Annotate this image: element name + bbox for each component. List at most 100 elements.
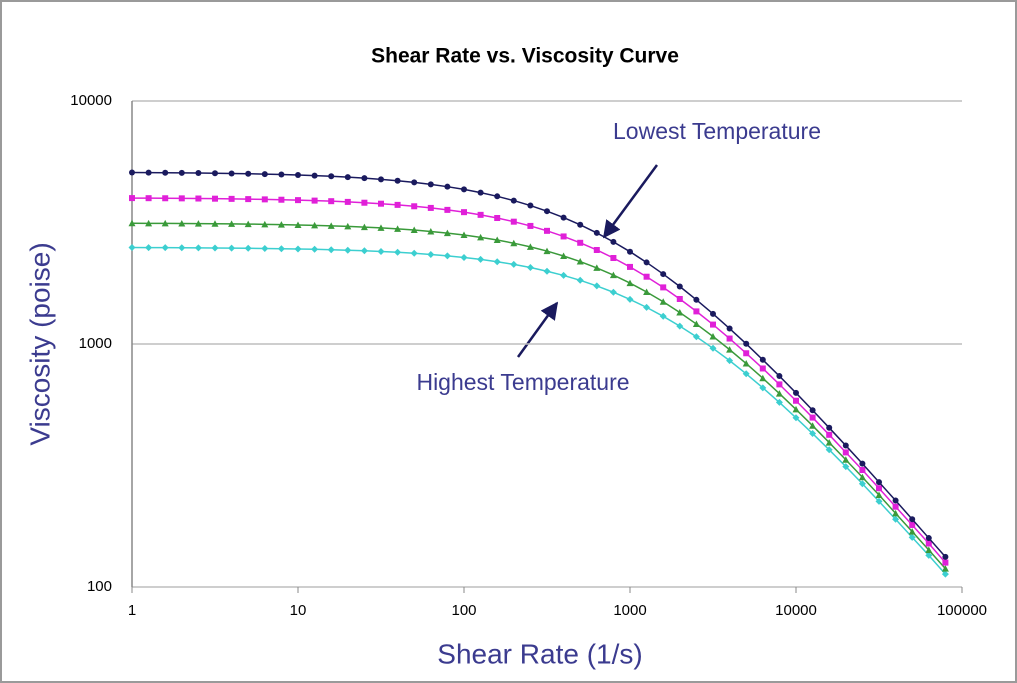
- marker: [161, 219, 169, 227]
- marker: [576, 258, 584, 265]
- marker: [527, 222, 534, 229]
- marker: [709, 332, 717, 340]
- marker: [693, 308, 700, 315]
- y-tick-label: 10000: [70, 92, 112, 109]
- marker: [477, 211, 484, 218]
- marker: [709, 344, 717, 352]
- marker: [211, 195, 218, 202]
- marker: [842, 463, 850, 471]
- marker: [775, 398, 783, 406]
- marker: [560, 252, 568, 260]
- x-tick-label: 1000: [613, 602, 646, 619]
- marker: [460, 253, 468, 261]
- x-tick-label: 10000: [775, 602, 817, 619]
- marker: [162, 169, 169, 176]
- marker: [526, 243, 534, 250]
- marker: [610, 238, 617, 245]
- marker: [244, 244, 252, 252]
- marker: [178, 219, 186, 227]
- marker: [609, 288, 617, 296]
- marker: [909, 521, 916, 528]
- marker: [543, 227, 550, 234]
- marker: [443, 229, 451, 237]
- marker: [593, 264, 601, 271]
- marker: [477, 255, 485, 263]
- marker: [461, 186, 467, 193]
- marker: [759, 356, 766, 363]
- marker: [892, 515, 900, 523]
- marker: [194, 244, 202, 252]
- marker: [178, 244, 186, 252]
- marker: [659, 298, 667, 305]
- marker: [643, 288, 651, 295]
- marker: [178, 195, 185, 202]
- marker: [211, 170, 218, 177]
- marker: [892, 509, 900, 517]
- marker: [925, 546, 933, 553]
- marker: [726, 325, 733, 332]
- marker: [344, 222, 352, 230]
- marker: [493, 258, 501, 266]
- marker: [676, 295, 683, 302]
- x-tick-label: 1: [128, 602, 136, 619]
- marker: [941, 570, 949, 578]
- marker: [842, 442, 849, 449]
- marker: [676, 322, 684, 330]
- marker: [261, 220, 269, 228]
- marker: [195, 195, 202, 202]
- marker: [361, 199, 368, 206]
- marker: [875, 497, 883, 505]
- marker: [311, 245, 319, 253]
- marker: [576, 276, 584, 284]
- marker: [278, 171, 285, 178]
- marker: [278, 196, 285, 203]
- marker: [626, 295, 634, 303]
- marker: [759, 365, 766, 372]
- marker: [627, 263, 633, 270]
- marker: [692, 333, 700, 341]
- marker: [776, 381, 783, 388]
- marker: [577, 221, 584, 228]
- marker: [925, 540, 932, 547]
- marker: [659, 312, 667, 320]
- marker: [145, 244, 153, 252]
- marker: [726, 357, 734, 365]
- marker: [543, 247, 551, 255]
- marker: [942, 559, 949, 566]
- marker: [427, 204, 434, 211]
- marker: [892, 497, 899, 504]
- marker: [145, 219, 153, 227]
- marker: [809, 430, 817, 438]
- marker: [162, 195, 169, 202]
- marker: [261, 196, 268, 203]
- marker: [477, 233, 485, 241]
- marker: [460, 231, 468, 239]
- marker: [294, 245, 302, 253]
- marker: [876, 485, 883, 492]
- marker: [228, 220, 236, 227]
- marker: [328, 173, 335, 180]
- marker: [360, 223, 368, 231]
- marker: [809, 414, 816, 421]
- marker: [211, 220, 219, 227]
- marker: [942, 553, 949, 560]
- y-tick-label: 100: [87, 578, 112, 595]
- marker: [858, 480, 866, 488]
- marker: [643, 303, 651, 311]
- marker: [128, 219, 136, 227]
- marker: [494, 215, 501, 222]
- y-axis-label: Viscosity (poise): [24, 242, 55, 445]
- marker: [510, 260, 518, 268]
- marker: [793, 389, 799, 396]
- marker: [178, 169, 185, 176]
- marker: [344, 198, 351, 205]
- marker: [859, 460, 866, 467]
- x-tick-label: 100000: [937, 602, 987, 619]
- marker: [261, 244, 269, 252]
- marker: [327, 222, 335, 229]
- marker: [295, 171, 301, 178]
- marker: [759, 384, 767, 392]
- marker: [493, 236, 501, 244]
- marker: [726, 335, 733, 342]
- marker: [859, 467, 866, 474]
